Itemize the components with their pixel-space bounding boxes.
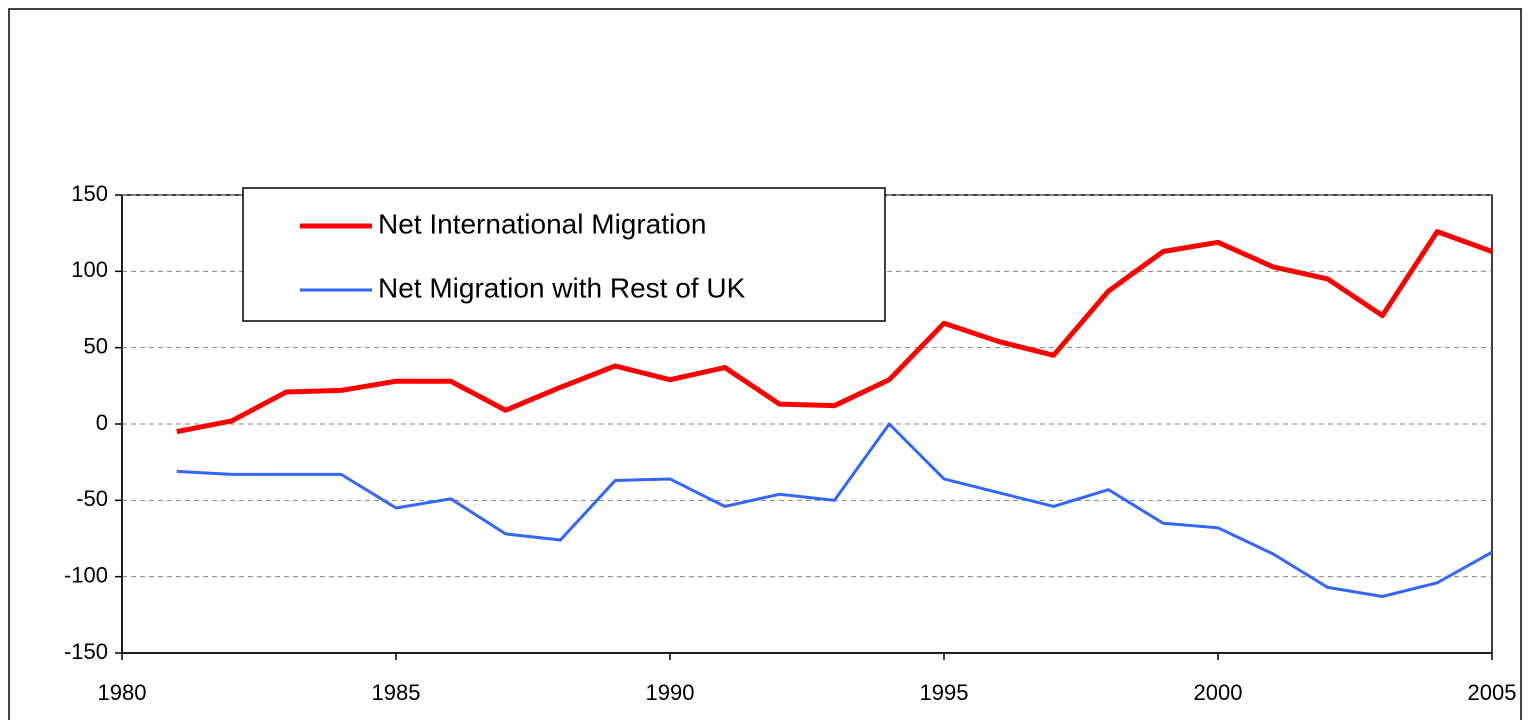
series-line [176,229,1493,435]
x-tick-label: 1980 [98,680,147,705]
x-tick-label: 1985 [372,680,421,705]
y-tick-label: -150 [64,639,108,664]
legend-label: Net Migration with Rest of UK [378,272,746,303]
legend-label: Net International Migration [378,208,706,239]
x-tick-label: 2000 [1194,680,1243,705]
x-tick-label: 1990 [646,680,695,705]
legend [242,187,886,322]
y-tick-label: 0 [96,410,108,435]
series-line [176,422,1493,599]
y-tick-label: 150 [71,181,108,206]
y-tick-label: -100 [64,562,108,587]
x-tick-label: 2005 [1468,680,1517,705]
y-tick-label: 50 [84,333,108,358]
y-tick-label: 100 [71,257,108,282]
x-tick-label: 1995 [920,680,969,705]
y-tick-label: -50 [76,486,108,511]
